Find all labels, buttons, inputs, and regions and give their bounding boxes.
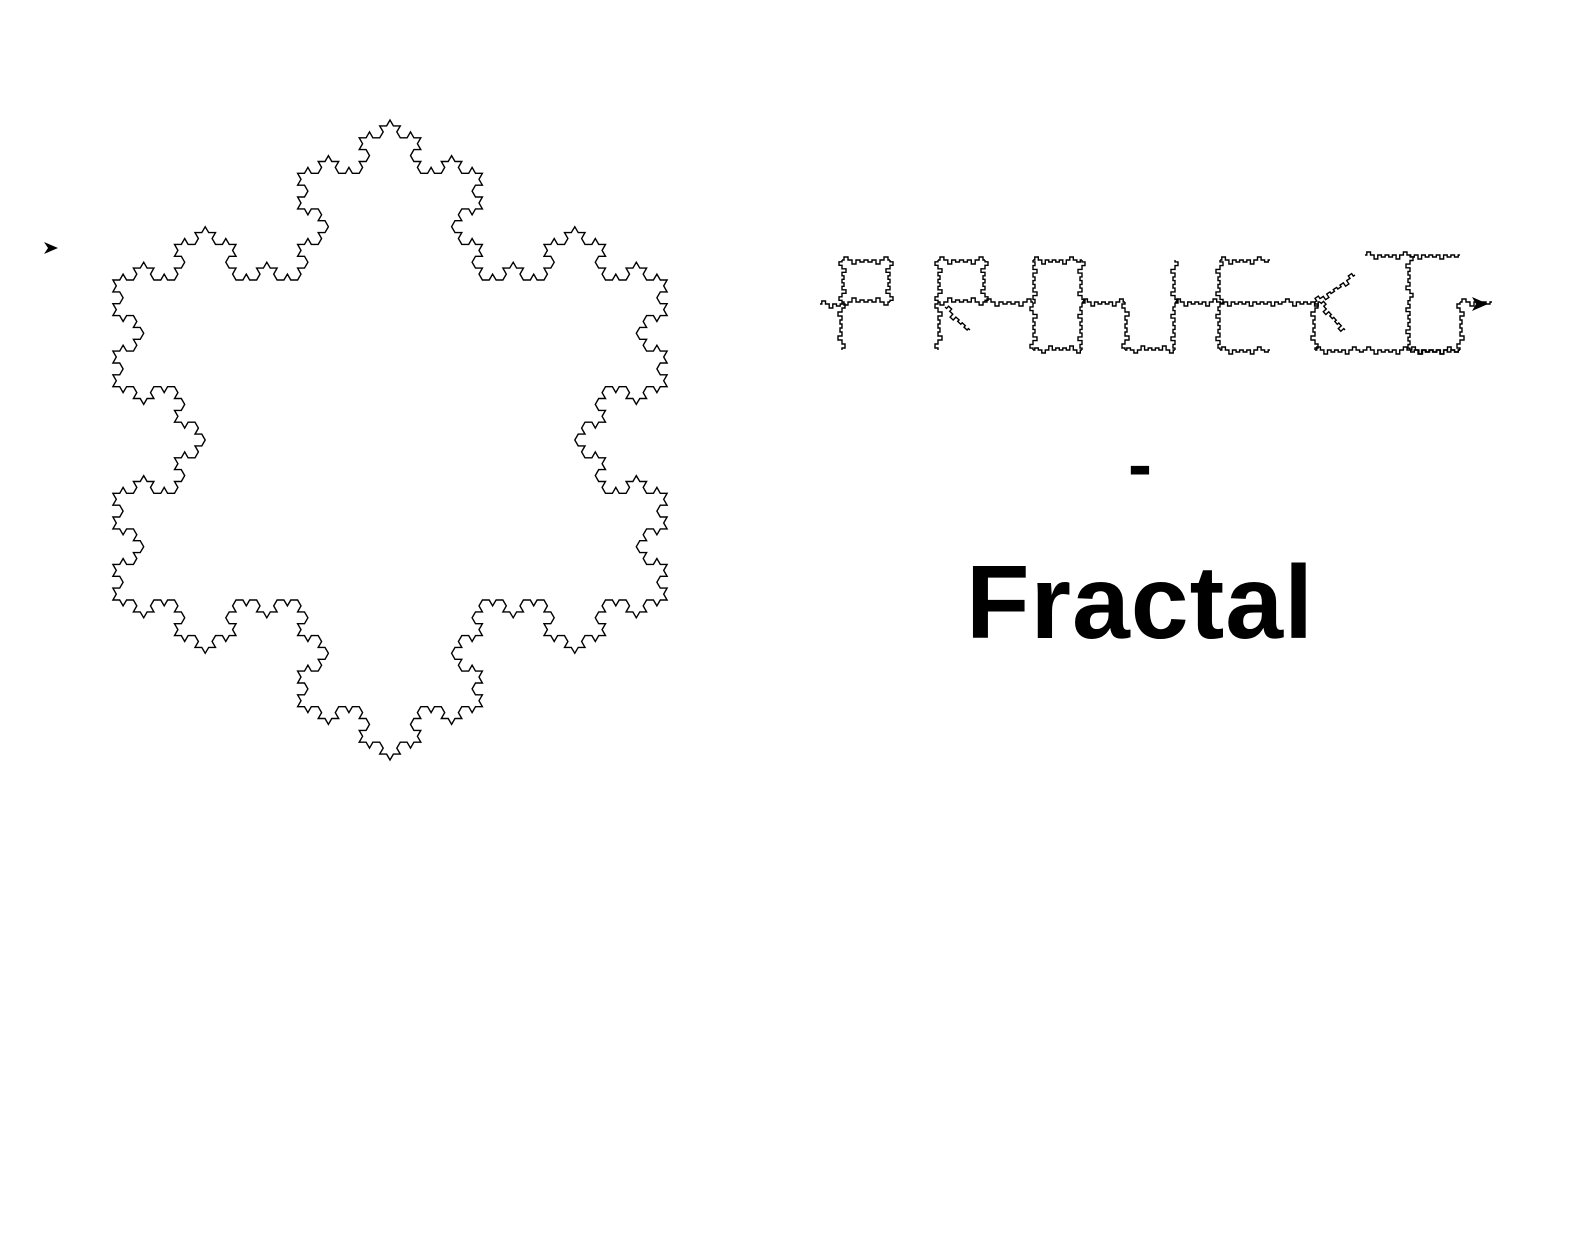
projekt-fractal-lettering	[820, 251, 1492, 355]
letter-e	[1175, 256, 1320, 355]
letter-stroke	[842, 256, 890, 265]
letter-stroke	[1456, 302, 1465, 350]
letter-stroke	[1170, 260, 1179, 350]
letter-stroke	[820, 300, 842, 309]
letter-stroke	[837, 302, 846, 350]
letter-stroke	[944, 305, 971, 331]
koch-snowflake-drawing	[44, 118, 669, 762]
letter-t	[1365, 251, 1492, 355]
letter-stroke	[934, 302, 943, 350]
letter-stroke	[1121, 302, 1130, 350]
letter-stroke	[1077, 260, 1086, 350]
letter-stroke	[1215, 260, 1224, 350]
letter-stroke	[1314, 272, 1356, 303]
koch-snowflake-outline	[111, 118, 669, 762]
letter-stroke	[885, 260, 894, 302]
fractal-title-art	[800, 230, 1540, 380]
letter-k	[1310, 272, 1365, 355]
letter-r	[934, 256, 989, 350]
letter-stroke	[938, 297, 985, 306]
letter-stroke	[1082, 298, 1125, 307]
letter-stroke	[1033, 256, 1082, 265]
letter-stroke	[1405, 255, 1414, 350]
letter-stroke	[1220, 256, 1270, 265]
letter-stroke	[1410, 346, 1460, 355]
letter-j	[1082, 260, 1179, 354]
letter-stroke	[1220, 346, 1270, 355]
letter-stroke	[1033, 345, 1082, 354]
letter-stroke	[1125, 345, 1175, 354]
letter-stroke	[980, 260, 989, 302]
subtitle-fractal: Fractal	[965, 545, 1315, 661]
letter-stroke	[1310, 302, 1319, 350]
letter-stroke	[838, 260, 847, 302]
letter-stroke	[842, 297, 890, 306]
turtle-arrow-icon	[1472, 297, 1488, 311]
turtle-arrow-icon	[44, 242, 58, 254]
letter-stroke	[1175, 298, 1320, 307]
letter-stroke	[934, 260, 943, 302]
letter-o	[985, 256, 1086, 354]
koch-snowflake-figure	[30, 40, 750, 840]
letter-stroke	[938, 256, 985, 265]
letter-stroke	[1315, 346, 1365, 355]
letter-stroke	[1029, 260, 1038, 350]
separator-dash: -	[1128, 425, 1152, 505]
letter-p	[820, 256, 894, 350]
letter-stroke	[1319, 300, 1346, 333]
letter-stroke	[985, 298, 1033, 307]
